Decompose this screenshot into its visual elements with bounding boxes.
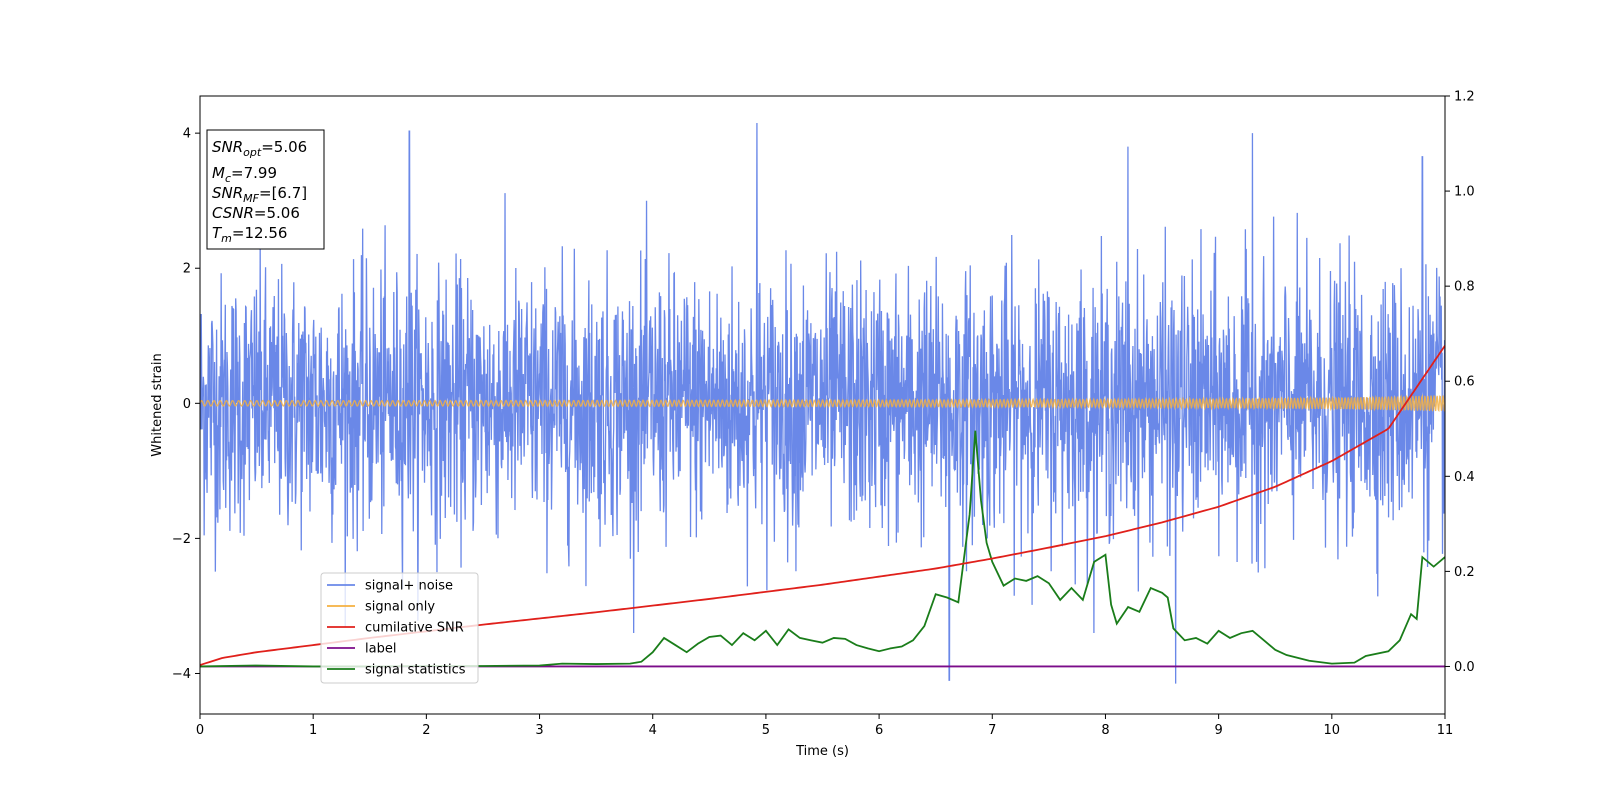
x-tick-label-7: 7 <box>988 723 996 738</box>
y-right-tick-label-0.0: 0.0 <box>1454 660 1475 675</box>
info-line-3: CSNR=5.06 <box>212 204 300 222</box>
x-tick-label-0: 0 <box>196 723 204 738</box>
axes-layer: 0 1 2 3 4 5 6 7 8 9 10 11 −4 −2 0 2 4 0.0 0.2 0.4 0.6 0.8 1.0 1… <box>172 90 1475 739</box>
x-tick-label-8: 8 <box>1101 723 1109 738</box>
legend-label-cumilative-snr: cumilative SNR <box>365 621 464 636</box>
y-left-tick-label--4: −4 <box>172 667 191 682</box>
info-line-4: Tm=12.56 <box>212 224 287 245</box>
x-tick-label-5: 5 <box>762 723 770 738</box>
y-right-tick-label-1.2: 1.2 <box>1454 90 1475 105</box>
legend-label-signal-noise: signal+ noise <box>365 579 453 594</box>
x-tick-label-1: 1 <box>309 723 317 738</box>
series-signal-statistics <box>200 430 1445 668</box>
info-line-2: SNRMF=[6.7] <box>212 184 307 205</box>
legend: signal+ noise signal only cumilative SNR la… <box>320 572 479 684</box>
x-tick-label-11: 11 <box>1437 723 1454 738</box>
x-axis-label: Time (s) <box>795 744 849 759</box>
y-right-tick-label-0.4: 0.4 <box>1454 470 1475 485</box>
legend-label-signal-statistics: signal statistics <box>365 663 466 678</box>
x-tick-label-10: 10 <box>1324 723 1341 738</box>
y-left-tick-label-0: 0 <box>183 397 191 412</box>
x-tick-label-9: 9 <box>1214 723 1222 738</box>
info-box-frame <box>206 129 325 250</box>
y-left-tick-label-2: 2 <box>183 262 191 277</box>
info-line-0: SNRopt=5.06 <box>212 138 307 159</box>
x-tick-label-4: 4 <box>649 723 657 738</box>
y-right-tick-label-0.2: 0.2 <box>1454 565 1475 580</box>
series-signal-only <box>200 393 1445 413</box>
y-right-tick-label-0.6: 0.6 <box>1454 375 1475 390</box>
plot-frame <box>199 95 1446 715</box>
y-left-tick-label--2: −2 <box>172 532 191 547</box>
x-tick-label-6: 6 <box>875 723 883 738</box>
legend-label-signal-only: signal only <box>365 600 435 615</box>
y-left-tick-label-4: 4 <box>183 127 191 142</box>
y-right-tick-label-1.0: 1.0 <box>1454 185 1475 200</box>
legend-label-label: label <box>365 642 396 657</box>
series-signal-noise <box>200 123 1445 684</box>
y-axis-label: Whitened strain <box>150 353 165 456</box>
legend-frame <box>320 572 479 684</box>
x-tick-label-2: 2 <box>422 723 430 738</box>
y-right-tick-label-0.8: 0.8 <box>1454 280 1475 295</box>
x-tick-label-3: 3 <box>535 723 543 738</box>
info-line-1: Mc=7.99 <box>212 164 277 185</box>
